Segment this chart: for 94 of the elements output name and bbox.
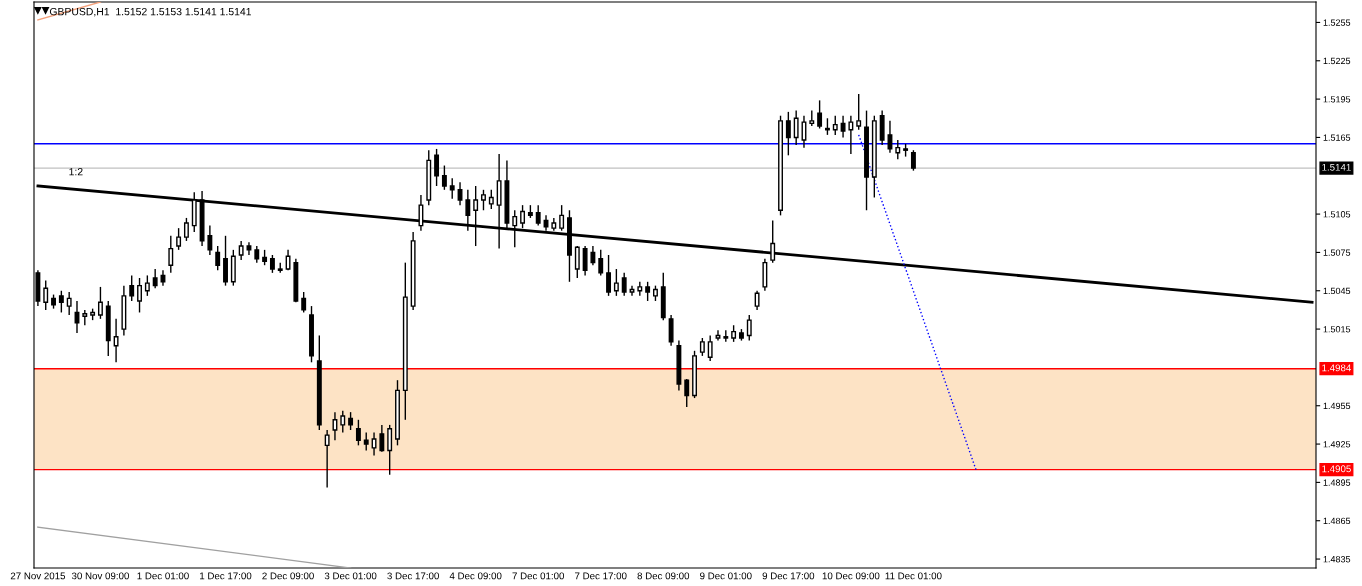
- candlestick: [910, 149, 916, 172]
- candlestick: [520, 204, 526, 229]
- y-tick-label: 1.4925: [1323, 441, 1351, 448]
- x-tick-label: 7 Dec 17:00: [575, 572, 627, 580]
- candlestick: [340, 410, 346, 434]
- x-tick-label: 3 Dec 01:00: [324, 572, 377, 580]
- candlestick: [785, 111, 791, 157]
- candlestick: [856, 93, 862, 131]
- y-tick-label: 1.4865: [1323, 517, 1351, 525]
- candlestick: [613, 268, 619, 297]
- candlestick: [418, 194, 424, 232]
- annotation: 1:2: [69, 168, 83, 176]
- candlestick: [465, 189, 471, 232]
- x-tick-label: 30 Nov 09:00: [71, 572, 129, 580]
- candlestick: [598, 249, 604, 277]
- chart-title: GBPUSD,H1 1.5152 1.5153 1.5141 1.5141: [49, 7, 251, 17]
- candlestick: [66, 291, 72, 316]
- candlestick: [559, 204, 565, 232]
- candlestick: [387, 424, 393, 476]
- x-tick-label: 7 Dec 01:00: [512, 572, 565, 580]
- candlestick: [715, 329, 721, 342]
- x-tick-label: 3 Dec 17:00: [387, 572, 439, 580]
- x-tick-label: 4 Dec 09:00: [449, 572, 502, 580]
- candlestick: [82, 309, 88, 326]
- x-tick-label: 10 Dec 09:00: [822, 572, 880, 580]
- candlestick: [441, 164, 447, 191]
- candlestick: [621, 272, 627, 297]
- candlestick: [684, 378, 690, 408]
- candlestick: [355, 419, 361, 447]
- x-tick-label: 9 Dec 17:00: [762, 572, 815, 580]
- ref-line-label: 1.4984: [1322, 364, 1352, 372]
- candlestick: [793, 109, 799, 146]
- candlestick: [723, 329, 729, 343]
- y-tick-label: 1.5045: [1323, 287, 1351, 295]
- candlestick: [488, 189, 494, 210]
- y-tick-label: 1.5105: [1323, 211, 1351, 218]
- candlestick: [371, 431, 377, 457]
- x-tick-label: 9 Dec 01:00: [700, 572, 752, 580]
- y-tick-label: 1.5195: [1323, 96, 1351, 103]
- y-tick-label: 1.4835: [1323, 556, 1351, 563]
- candlestick: [301, 291, 307, 314]
- candlestick: [637, 281, 643, 297]
- ref-line-label: 1.5141: [1322, 163, 1351, 171]
- candlestick: [113, 318, 119, 363]
- candlestick: [582, 245, 588, 277]
- x-tick-label: 27 Nov 2015: [10, 572, 66, 580]
- y-tick-label: 1.5165: [1323, 134, 1351, 141]
- candlestick: [770, 219, 776, 264]
- candlestick: [590, 245, 596, 266]
- candlestick: [207, 224, 213, 256]
- y-tick-label: 1.5255: [1323, 19, 1351, 26]
- candlestick: [183, 217, 189, 242]
- candlestick: [606, 254, 612, 297]
- y-tick-label: 1.5225: [1323, 57, 1351, 65]
- x-tick-label: 11 Dec 01:00: [885, 572, 942, 580]
- candlestick: [324, 429, 330, 489]
- x-tick-label: 2 Dec 09:00: [262, 572, 314, 580]
- candlestick: [535, 204, 541, 227]
- candlestick: [129, 274, 135, 302]
- candlestick: [434, 148, 440, 187]
- candlestick: [574, 245, 580, 279]
- candlestick: [746, 314, 752, 342]
- candlestick: [223, 235, 228, 287]
- candlestick: [168, 235, 174, 274]
- candlestick: [707, 334, 713, 362]
- candlestick: [668, 314, 674, 347]
- candlestick: [43, 279, 49, 311]
- candlestick: [754, 290, 760, 311]
- candlestick: [895, 139, 901, 160]
- candlestick: [97, 286, 103, 320]
- candlestick: [481, 189, 486, 211]
- candlestick: [215, 245, 221, 272]
- candlestick: [840, 115, 846, 139]
- candlestick: [137, 277, 142, 314]
- candlestick: [176, 227, 182, 251]
- candlestick: [817, 99, 823, 130]
- y-tick-label: 1.5015: [1323, 326, 1351, 333]
- candlestick: [152, 268, 158, 289]
- ref-line-label: 1.4905: [1322, 465, 1351, 473]
- candlestick: [58, 290, 64, 314]
- candlestick: [645, 281, 651, 302]
- y-tick-label: 1.4955: [1323, 402, 1351, 410]
- candlestick: [449, 177, 455, 200]
- candlestick: [144, 274, 150, 297]
- y-tick-label: 1.5075: [1323, 249, 1351, 256]
- candlestick: [238, 240, 244, 261]
- x-tick-label: 1 Dec 17:00: [200, 572, 252, 580]
- candlestick: [512, 209, 518, 249]
- candlestick: [379, 424, 385, 453]
- candlestick: [848, 115, 854, 155]
- x-tick-label: 1 Dec 01:00: [137, 572, 189, 580]
- x-tick-label: 8 Dec 09:00: [637, 572, 690, 580]
- y-tick-label: 1.4895: [1323, 479, 1351, 486]
- candlestick: [832, 115, 838, 136]
